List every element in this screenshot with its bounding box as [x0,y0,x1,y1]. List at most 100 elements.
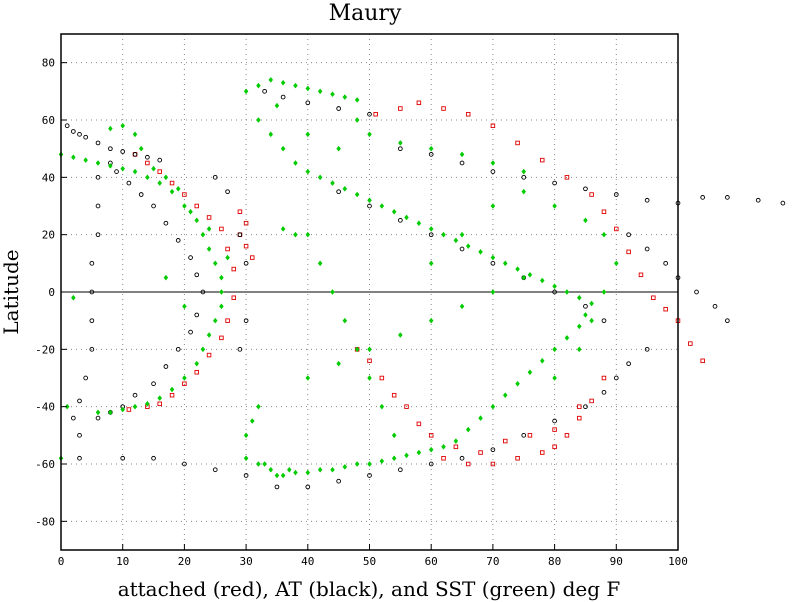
data-point [379,403,385,410]
data-point [194,217,200,224]
data-point [490,260,496,266]
data-point [465,426,471,433]
data-point [305,85,311,92]
data-point [601,289,607,295]
data-point [169,180,175,186]
data-point [157,169,162,174]
x-tick-label: 40 [301,555,314,568]
data-point [293,469,298,476]
data-point [459,151,465,158]
data-point [583,217,588,224]
data-point [268,466,274,473]
data-point [305,469,311,476]
data-point [601,375,607,381]
data-point [157,401,162,407]
data-point [243,88,249,95]
data-point [398,467,403,473]
data-point [465,243,471,250]
data-point [583,312,588,318]
data-point [441,443,446,450]
data-point [367,375,372,381]
data-point [490,169,496,174]
data-point [398,217,403,223]
data-point [219,303,224,310]
data-point [145,154,150,160]
data-point [367,131,372,138]
data-point [502,392,508,399]
data-point [552,418,557,424]
data-point [651,295,656,300]
y-tick-label: -20 [35,343,55,356]
data-point [515,266,520,272]
data-point [95,140,101,146]
data-point [250,255,255,260]
data-point [225,254,230,261]
data-point [700,195,706,200]
data-point [398,106,403,111]
data-point [231,295,237,300]
data-point [453,438,459,444]
data-point [490,403,496,410]
data-point [465,461,471,467]
data-point [490,123,496,128]
data-point [169,392,175,398]
data-point [132,392,138,398]
data-point [589,300,594,307]
y-axis-title: Latitude [0,249,23,334]
data-point [188,329,193,335]
data-point [108,125,113,132]
data-point [120,149,126,154]
data-point [428,260,434,267]
data-point [626,232,631,238]
data-point [206,332,212,338]
data-point [305,375,311,381]
x-tick-label: 0 [58,555,65,568]
x-tick-label: 100 [668,555,688,568]
x-tick-label: 70 [486,555,499,568]
data-point [453,237,459,244]
data-point [206,352,212,358]
data-point [108,146,113,152]
y-tick-label: -60 [35,458,55,471]
data-point [243,473,249,478]
data-point [552,444,557,450]
data-point [219,289,224,295]
data-point [576,294,582,301]
data-point [367,111,372,117]
data-point [552,180,557,186]
data-point [521,174,527,180]
data-point [89,260,95,266]
data-point [583,404,588,410]
data-point [416,220,422,227]
data-point [589,398,594,404]
data-point [478,450,483,455]
data-point [354,346,360,353]
data-point [527,433,533,438]
data-point [200,346,206,353]
data-point [163,174,169,181]
data-point [459,231,465,238]
data-point [613,260,619,267]
data-point [237,209,243,214]
data-point [490,160,496,166]
data-point [416,449,422,456]
data-point [132,168,138,175]
data-point [521,168,527,175]
data-point [243,260,249,266]
data-point [256,403,261,410]
data-point [367,461,372,467]
data-point [478,415,483,422]
data-point [77,398,82,404]
data-point [169,386,175,393]
data-point [515,456,520,461]
axis-ticks: 0 10 20 30 40 50 60 70 80 90 100 -80 -60 -40 -20 0 20 40 6… [35,57,688,568]
data-point [132,131,138,138]
data-point [243,243,249,249]
data-point [626,361,631,367]
data-point [342,463,348,470]
data-point [280,79,286,86]
data-point [77,131,82,137]
data-point [373,112,378,117]
data-point [175,185,181,192]
